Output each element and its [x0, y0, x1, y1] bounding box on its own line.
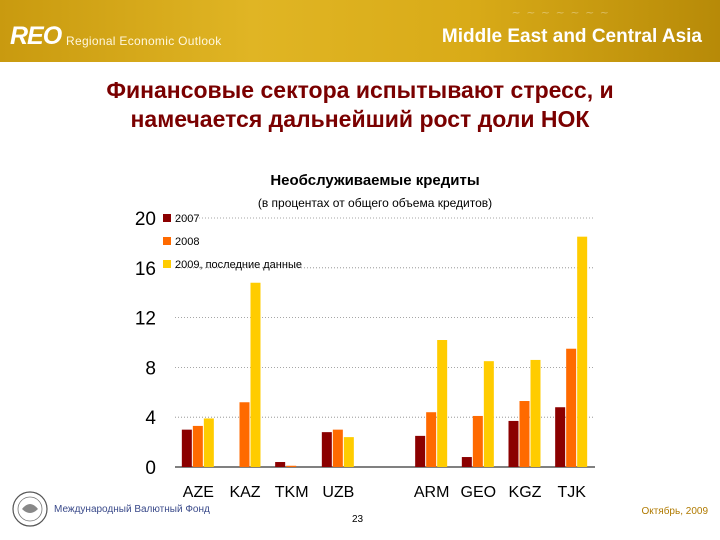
region-label: Middle East and Central Asia: [441, 26, 702, 47]
legend-label: 2009, последние данные: [175, 259, 302, 271]
bar: [483, 361, 494, 467]
reo-logo: REO: [10, 22, 62, 50]
bar: [566, 348, 577, 467]
bar: [508, 420, 519, 467]
y-tick-label: 4: [145, 408, 156, 429]
y-tick-label: 0: [145, 458, 156, 479]
legend-swatch: [163, 260, 171, 268]
legend-label: 2007: [175, 213, 199, 225]
legend-label: 2008: [175, 236, 199, 248]
bar: [286, 465, 297, 467]
chart-title: Необслуживаемые кредиты: [270, 172, 480, 189]
x-tick-label: AZE: [183, 484, 214, 501]
bar: [555, 407, 566, 467]
slide-title-line2: намечается дальнейший рост доли НОК: [130, 106, 590, 132]
y-tick-label: 16: [135, 259, 156, 280]
bar: [343, 437, 354, 467]
footer-date: Октябрь, 2009: [641, 506, 708, 517]
x-tick-label: ARM: [414, 484, 450, 501]
imf-seal-icon: [12, 491, 48, 527]
bar: [472, 415, 483, 467]
bar: [415, 435, 426, 467]
bar: [275, 462, 286, 467]
bar: [461, 457, 472, 467]
x-tick-label: KAZ: [229, 484, 260, 501]
bar: [519, 401, 530, 467]
chart-subtitle: (в процентах от общего объема кредитов): [257, 196, 493, 210]
header-banner: ~ ~ ~ ~ ~ ~ ~ REO Regional Economic Outl…: [0, 0, 720, 62]
x-tick-label: TJK: [557, 484, 586, 501]
x-tick-label: KGZ: [509, 484, 542, 501]
footer-organization: Международный Валютный Фонд: [54, 504, 210, 515]
bar: [332, 429, 343, 467]
bar: [530, 359, 541, 467]
y-tick-label: 20: [135, 209, 156, 230]
bar: [577, 236, 588, 467]
y-tick-label: 8: [145, 358, 156, 379]
page-number: 23: [352, 514, 364, 525]
slide-title-line1: Финансовые сектора испытывают стресс, и: [106, 77, 614, 103]
bar: [181, 429, 192, 467]
y-tick-label: 12: [135, 309, 156, 330]
x-tick-label: GEO: [461, 484, 497, 501]
banner-decoration: ~ ~ ~ ~ ~ ~ ~: [511, 6, 610, 19]
reo-subtitle: Regional Economic Outlook: [66, 34, 222, 48]
legend-swatch: [163, 237, 171, 245]
bar: [250, 282, 261, 467]
bar: [239, 402, 250, 467]
bar: [437, 340, 448, 467]
bar: [192, 425, 203, 467]
bar: [203, 418, 214, 467]
legend-swatch: [163, 214, 171, 222]
x-tick-label: TKM: [275, 484, 309, 501]
slide-title: Финансовые сектора испытывают стресс, и …: [0, 76, 720, 134]
x-tick-label: UZB: [322, 484, 354, 501]
bar: [426, 412, 437, 467]
bar: [321, 432, 332, 467]
